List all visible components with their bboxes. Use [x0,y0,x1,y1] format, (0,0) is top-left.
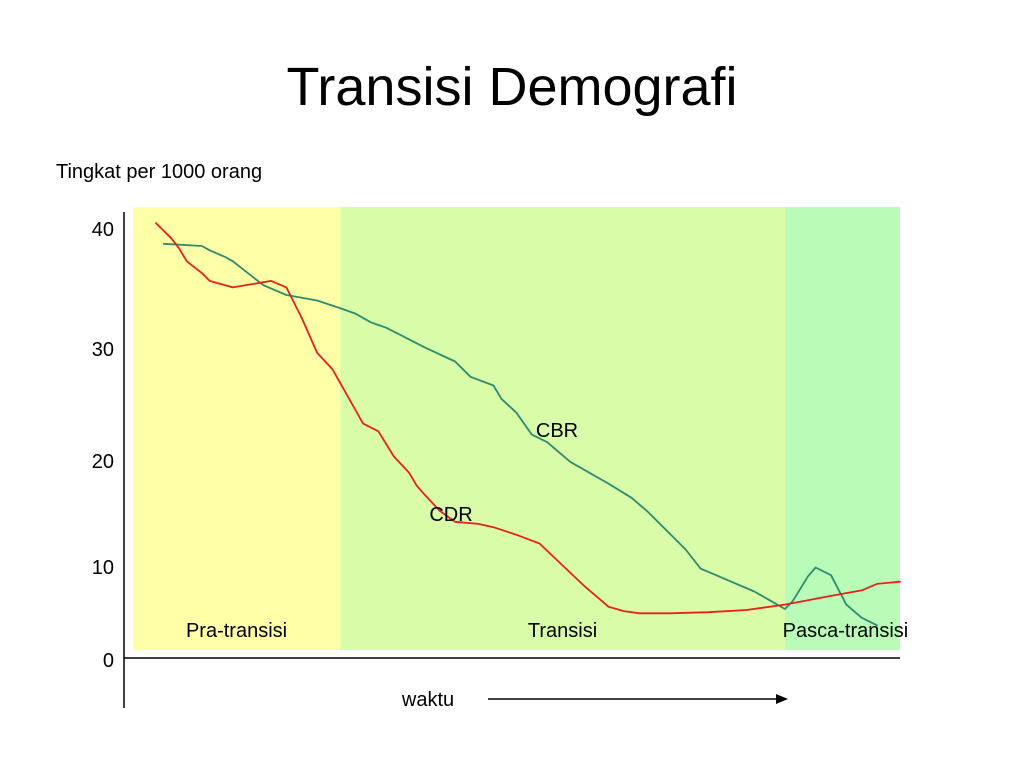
phase-label: Transisi [528,620,597,642]
series-label-cbr: CBR [536,420,578,442]
phase-label: Pra-transisi [186,620,287,642]
series-labels: CBR CDR [429,420,578,526]
series-lines [155,222,901,627]
y-ticks: 0 10 20 30 40 [92,219,114,672]
x-axis-arrowhead [776,694,788,704]
phase-band [133,207,341,650]
phase-label: Pasca-transisi [783,620,909,642]
y-tick-label: 10 [92,557,114,579]
x-axis-label: waktu [401,689,454,711]
series-label-cdr: CDR [429,504,472,526]
phase-bands: Pra-transisi Transisi Pasca-transisi [133,207,908,650]
slide-title: Transisi Demografi [286,57,738,117]
axes [123,212,900,708]
y-axis-label: Tingkat per 1000 orang [56,161,262,183]
y-tick-label: 30 [92,339,114,361]
phase-band [340,207,785,650]
phase-band [784,207,900,650]
y-tick-label: 20 [92,451,114,473]
series-line-cdr [155,222,901,615]
y-tick-label: 0 [103,650,114,672]
y-tick-label: 40 [92,219,114,241]
